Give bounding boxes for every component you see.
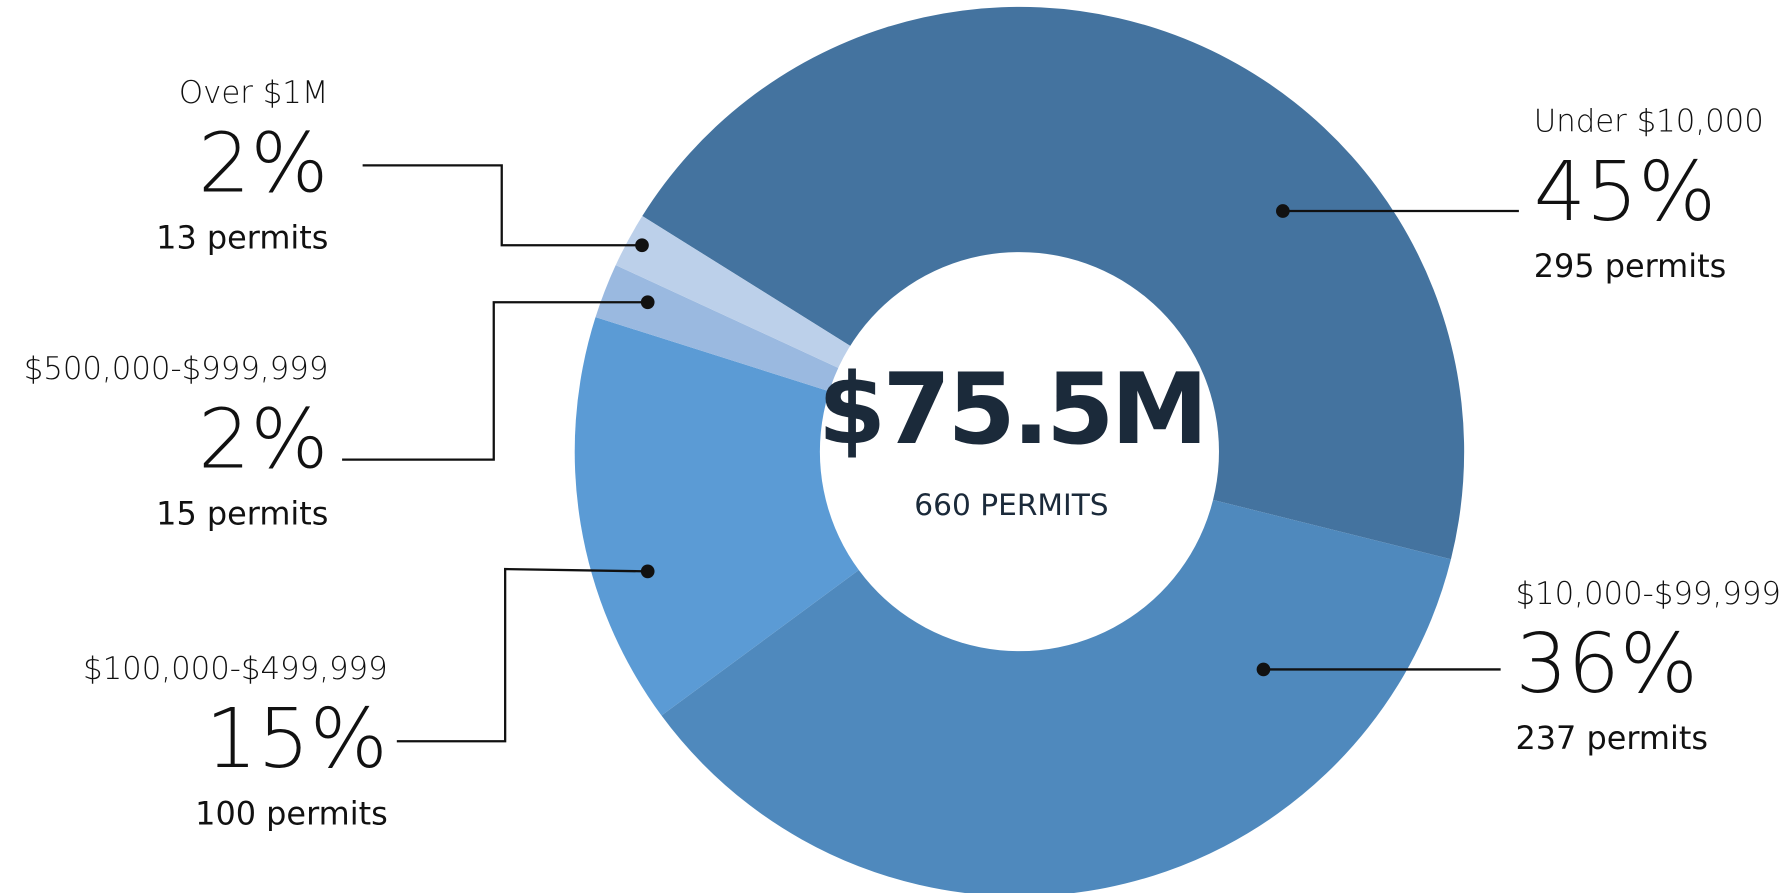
percent-label: 2%: [198, 116, 328, 211]
category-label: $100,000-$499,999: [83, 651, 388, 687]
leader-dot: [1276, 204, 1290, 218]
permit-label: 295 permits: [1534, 247, 1727, 285]
permit-label: 15 permits: [156, 494, 328, 532]
donut: [574, 6, 1465, 893]
leader-dot: [640, 295, 655, 310]
subtitle: 660 PERMITS: [914, 487, 1108, 522]
category-label: $500,000-$999,999: [24, 351, 329, 387]
category-label: Under $10,000: [1534, 104, 1764, 140]
leader-dot: [635, 238, 649, 253]
permit-label: 100 permits: [195, 794, 388, 832]
slice: [661, 451, 1451, 893]
leader-line: [342, 301, 648, 461]
leader-line: [396, 567, 648, 743]
percent-label: 45%: [1534, 145, 1716, 240]
category-label: $10,000-$99,999: [1515, 576, 1781, 612]
leader-dot: [640, 564, 655, 579]
leader-dot: [1256, 662, 1271, 677]
percent-label: 15%: [205, 692, 387, 787]
category-label: Over $1M: [179, 75, 328, 111]
permit-label: 13 permits: [156, 219, 328, 257]
donut-hole: [819, 252, 1219, 652]
percent-label: 36%: [1515, 617, 1697, 712]
total-label: $75.5M: [818, 353, 1205, 467]
permit-label: 237 permits: [1515, 719, 1708, 757]
leader-line: [362, 164, 642, 247]
percent-label: 2%: [198, 392, 328, 487]
